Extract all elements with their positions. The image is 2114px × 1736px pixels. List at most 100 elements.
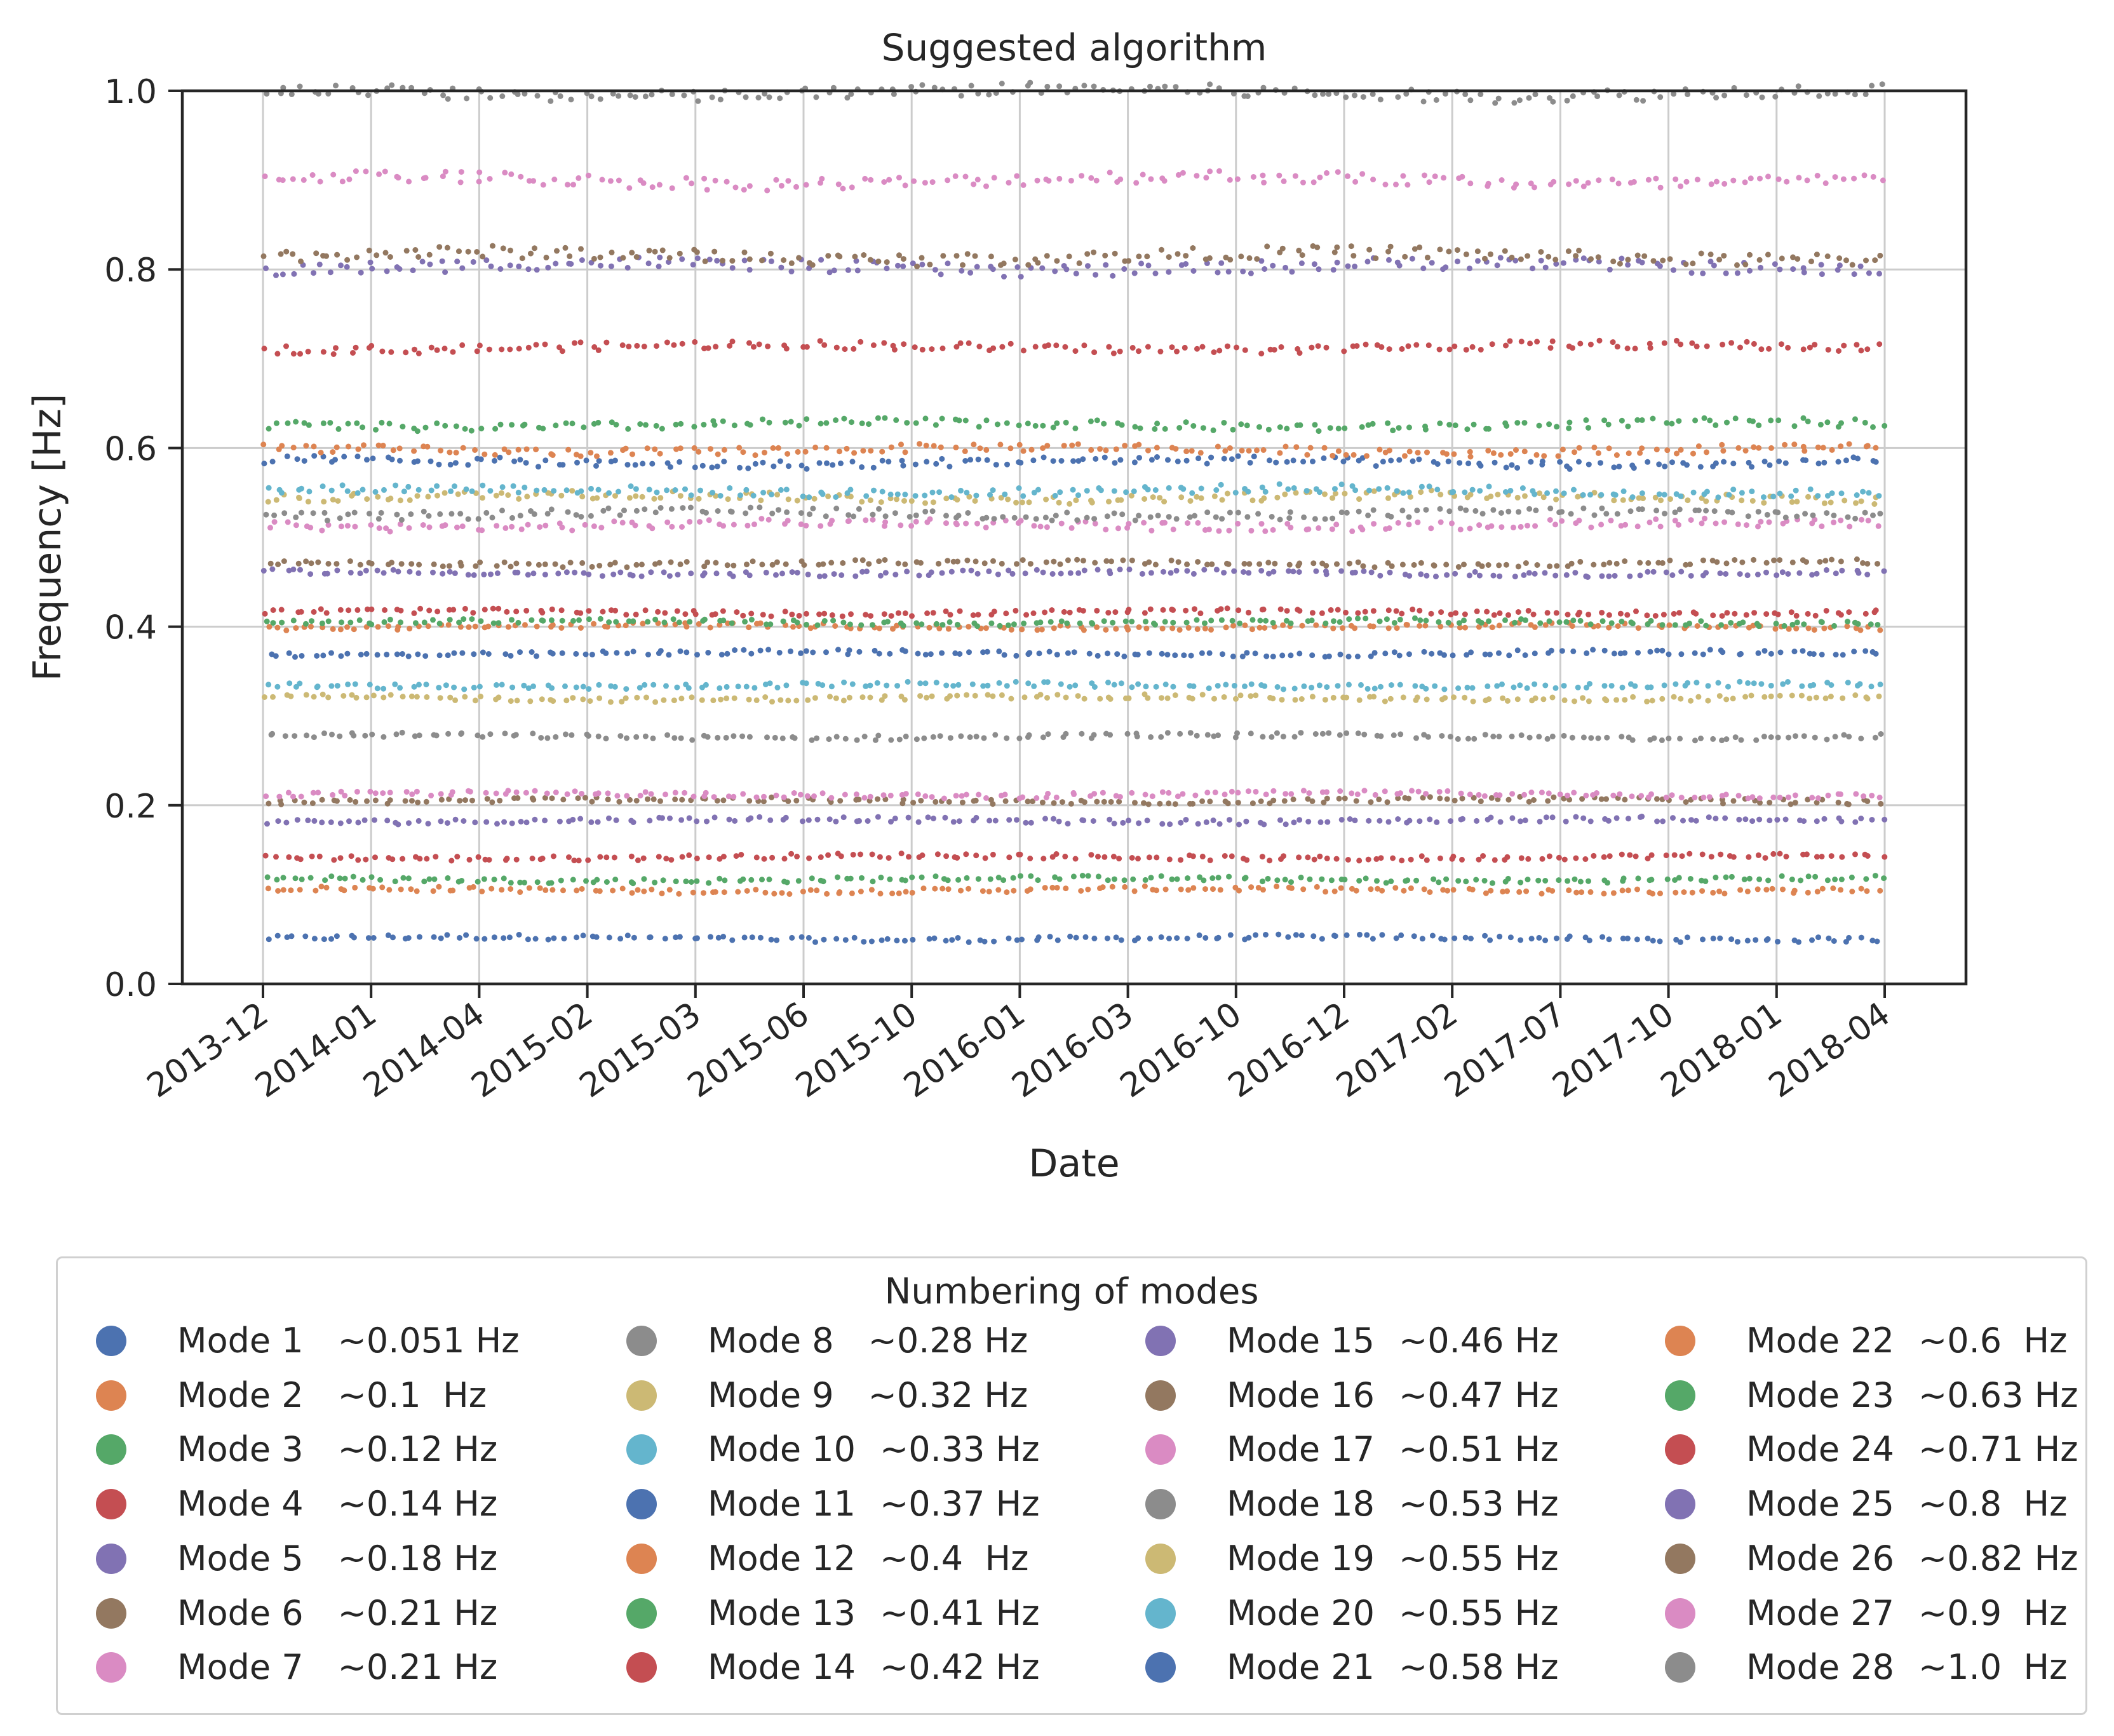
data-point xyxy=(308,624,314,629)
data-point xyxy=(1810,682,1817,688)
data-point xyxy=(723,734,729,741)
data-point xyxy=(1023,514,1029,520)
data-point xyxy=(1761,494,1767,501)
data-point xyxy=(551,853,556,859)
data-point xyxy=(585,733,591,739)
data-point xyxy=(570,816,576,823)
data-point xyxy=(1146,559,1152,565)
data-point xyxy=(1627,573,1633,579)
data-point xyxy=(330,172,337,178)
data-point xyxy=(905,814,912,821)
data-point xyxy=(824,460,830,466)
data-point xyxy=(1242,875,1249,881)
data-point xyxy=(1368,569,1375,575)
data-point xyxy=(708,446,713,452)
data-point xyxy=(415,818,422,824)
data-point xyxy=(311,694,317,700)
data-point xyxy=(960,262,966,268)
data-point xyxy=(902,648,908,654)
data-point xyxy=(280,84,286,91)
data-point xyxy=(1130,876,1136,882)
data-point xyxy=(1734,262,1740,268)
data-point xyxy=(565,509,571,515)
data-point xyxy=(1223,624,1229,631)
data-point xyxy=(1260,887,1266,893)
data-point xyxy=(1000,514,1006,520)
data-point xyxy=(361,817,368,823)
data-point xyxy=(493,492,499,499)
data-point xyxy=(720,418,726,424)
data-point xyxy=(1263,653,1270,659)
data-point xyxy=(269,566,276,572)
data-point xyxy=(927,261,933,267)
data-point xyxy=(1576,445,1582,451)
data-point xyxy=(387,495,394,502)
data-point xyxy=(1003,610,1009,617)
data-point xyxy=(1019,499,1025,506)
data-point xyxy=(465,248,471,255)
data-point xyxy=(900,256,906,262)
data-point xyxy=(393,482,399,488)
data-point xyxy=(605,797,611,803)
data-point xyxy=(1388,878,1394,884)
data-point xyxy=(1327,425,1333,431)
data-point xyxy=(398,619,404,626)
data-point xyxy=(870,511,876,518)
data-point xyxy=(1218,481,1224,488)
data-point xyxy=(421,508,427,515)
data-point xyxy=(1694,623,1700,629)
data-point xyxy=(1657,523,1664,530)
data-point xyxy=(1136,820,1142,826)
data-point xyxy=(1462,934,1469,941)
data-point xyxy=(1622,797,1628,803)
data-point xyxy=(1637,560,1643,566)
data-point xyxy=(759,877,765,883)
data-point xyxy=(1402,253,1408,260)
data-point xyxy=(902,561,908,567)
data-point xyxy=(868,887,875,893)
data-point xyxy=(1316,266,1322,273)
data-point xyxy=(1755,523,1761,530)
data-point xyxy=(515,91,521,97)
data-point xyxy=(478,426,485,432)
data-point xyxy=(1876,795,1883,800)
data-point xyxy=(781,856,788,862)
data-point xyxy=(1819,619,1825,626)
data-point xyxy=(323,253,330,259)
data-point xyxy=(1040,734,1046,741)
data-point xyxy=(952,650,959,656)
data-point xyxy=(1207,857,1213,863)
data-point xyxy=(1490,880,1495,886)
data-point xyxy=(1348,243,1354,250)
data-point xyxy=(1111,510,1117,516)
data-point xyxy=(509,422,515,428)
data-point xyxy=(1296,560,1303,567)
data-point xyxy=(1126,607,1132,613)
data-point xyxy=(929,179,936,185)
data-point xyxy=(1653,175,1659,182)
data-point xyxy=(809,737,815,743)
data-point xyxy=(909,613,915,619)
data-point xyxy=(1135,681,1141,687)
data-point xyxy=(1845,801,1852,807)
data-point xyxy=(1013,678,1019,685)
data-point xyxy=(1804,177,1810,184)
data-point xyxy=(1764,511,1770,518)
data-point xyxy=(694,249,700,255)
data-point xyxy=(1426,483,1432,490)
data-point xyxy=(1406,651,1412,657)
data-point xyxy=(1473,877,1479,883)
data-point xyxy=(623,695,629,701)
data-point xyxy=(896,736,903,743)
data-point xyxy=(922,680,929,687)
data-point xyxy=(486,857,492,863)
data-point xyxy=(1467,448,1473,455)
data-point xyxy=(1862,648,1869,654)
data-point xyxy=(753,697,760,703)
data-point xyxy=(1211,493,1218,499)
data-point xyxy=(376,171,382,177)
data-point xyxy=(337,855,344,861)
data-point xyxy=(1765,936,1771,942)
data-point xyxy=(1693,680,1700,686)
